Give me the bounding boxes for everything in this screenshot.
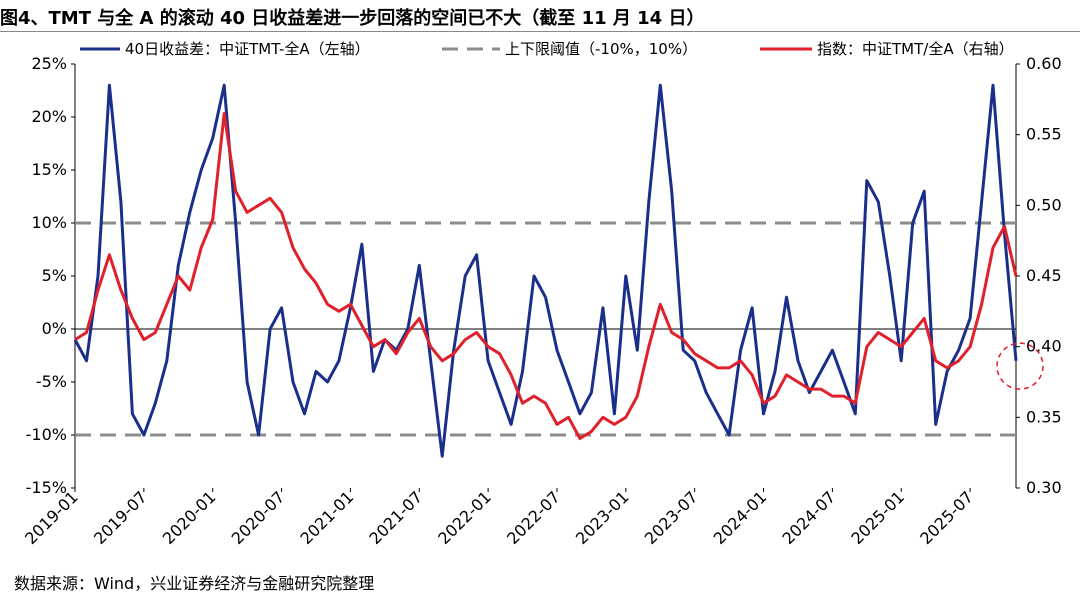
left-tick-label: 15% [31, 160, 67, 179]
right-tick-label: 0.50 [1026, 195, 1062, 214]
left-tick-label: 20% [31, 107, 67, 126]
x-tick-label: 2025-07 [916, 487, 977, 548]
right-tick-label: 0.60 [1026, 54, 1062, 73]
right-tick-label: 0.55 [1026, 125, 1062, 144]
right-tick-label: 0.35 [1026, 407, 1062, 426]
title-divider [0, 31, 1080, 32]
x-tick-label: 2020-07 [228, 487, 289, 548]
left-tick-label: -10% [26, 425, 67, 444]
series-line-return-spread [73, 83, 1018, 458]
x-tick-label: 2019-07 [90, 487, 151, 548]
right-tick-label: 0.30 [1026, 478, 1062, 497]
x-tick-label: 2025-01 [847, 487, 908, 548]
right-tick-label: 0.40 [1026, 337, 1062, 356]
right-tick-label: 0.45 [1026, 266, 1062, 285]
chart-title: 图4、TMT 与全 A 的滚动 40 日收益差进一步回落的空间已不大（截至 11… [0, 8, 705, 29]
legend-spread-label: 40日收益差：中证TMT-全A（左轴） [125, 40, 370, 58]
x-tick-label: 2023-07 [641, 487, 702, 548]
x-tick-label: 2021-07 [365, 487, 426, 548]
source-note: 数据来源：Wind，兴业证券经济与金融研究院整理 [14, 574, 375, 593]
x-tick-label: 2021-01 [297, 487, 358, 548]
left-tick-label: -5% [36, 372, 67, 391]
annotation-dashed-circle [996, 342, 1044, 390]
legend-threshold-label: 上下限阈值（-10%，10%） [505, 40, 697, 58]
x-tick-label: 2024-07 [779, 487, 840, 548]
x-tick-label: 2022-01 [434, 487, 495, 548]
x-tick-label: 2022-07 [503, 487, 564, 548]
x-tick-label: 2024-01 [710, 487, 771, 548]
legend-ratio-label: 指数：中证TMT/全A（右轴） [817, 40, 1014, 58]
x-tick-label: 2020-01 [159, 487, 220, 548]
left-tick-label: 10% [31, 213, 67, 232]
left-tick-label: 0% [42, 319, 67, 338]
x-tick-label: 2023-01 [572, 487, 633, 548]
left-tick-label: 5% [42, 266, 67, 285]
left-tick-label: 25% [31, 54, 67, 73]
series-line-tmt-ratio [74, 112, 1018, 440]
left-tick-label: -15% [26, 478, 67, 497]
